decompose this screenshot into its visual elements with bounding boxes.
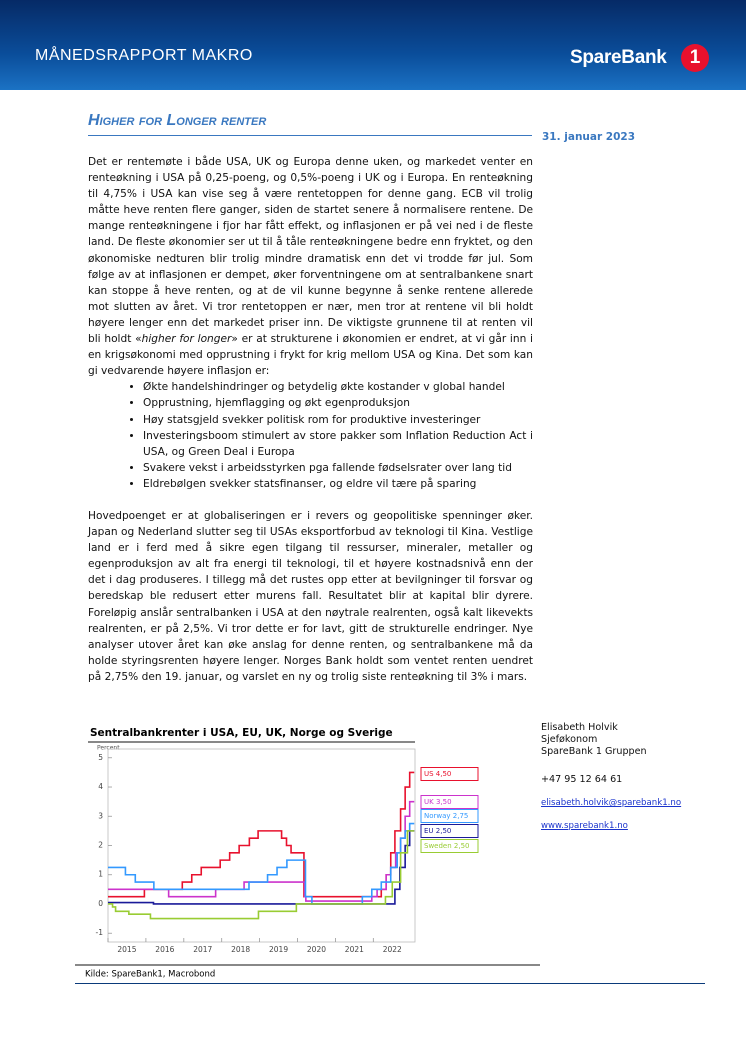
x-tick-label: 2018	[231, 945, 250, 954]
logo-number: 1	[681, 44, 709, 72]
emphasis: higher for longer	[141, 333, 232, 346]
y-tick-label: 1	[98, 870, 103, 879]
x-tick-label: 2017	[193, 945, 212, 954]
intro-paragraph: Det er rentemøte i både USA, UK og Europ…	[88, 154, 533, 379]
y-tick-label: -1	[96, 928, 104, 937]
text: Det er rentemøte i både USA, UK og Europ…	[88, 156, 533, 346]
legend-label: Norway 2,75	[424, 812, 468, 820]
bullet-item: Økte handelshindringer og betydelig økte…	[143, 379, 533, 395]
legend-label: Sweden 2,50	[424, 842, 469, 850]
series-line	[108, 830, 415, 920]
y-tick-label: 0	[98, 899, 103, 908]
legend-box	[420, 824, 479, 838]
legend-label: US 4,50	[424, 770, 451, 778]
bullet-item: Investeringsboom stimulert av store pakk…	[143, 428, 533, 460]
footer-rule	[75, 983, 705, 984]
y-axis-label: Percent	[97, 745, 120, 752]
bullet-item: Opprustning, hjemflagging og økt egenpro…	[143, 395, 533, 411]
series-line	[108, 822, 415, 905]
series-line	[108, 771, 415, 898]
logo-text: SpareBank	[570, 47, 667, 68]
contact-name: Elisabeth Holvik	[541, 722, 618, 733]
legend-box	[420, 795, 479, 809]
legend-label: EU 2,50	[424, 827, 451, 835]
bullet-item: Høy statsgjeld svekker politisk rom for …	[143, 412, 533, 428]
title-rule	[88, 135, 532, 136]
bullet-item: Eldrebølgen svekker statsfinanser, og el…	[143, 476, 533, 492]
x-tick-label: 2022	[383, 945, 402, 954]
paragraph: Hovedpoenget er at globaliseringen er i …	[88, 509, 533, 683]
series-line	[108, 830, 415, 905]
x-tick-label: 2015	[117, 945, 136, 954]
source: Kilde: SpareBank1, Macrobond	[85, 970, 215, 980]
chart-title: Sentralbankrenter i USA, EU, UK, Norge o…	[90, 727, 393, 739]
bullet-list: Økte handelshindringer og betydelig økte…	[88, 379, 533, 492]
x-tick-label: 2019	[269, 945, 288, 954]
chart: Sentralbankrenter i USA, EU, UK, Norge o…	[75, 727, 540, 980]
x-tick-label: 2021	[345, 945, 364, 954]
y-tick-label: 3	[98, 811, 103, 820]
contact-web[interactable]: www.sparebank1.no	[541, 821, 628, 831]
legend-box	[420, 767, 479, 781]
header-bar: MÅNEDSRAPPORT MAKRO SpareBank 1	[0, 0, 746, 90]
article-title: Higher for Longer renter	[88, 112, 267, 129]
contact: Elisabeth Holvik Sjeføkonom SpareBank 1 …	[541, 722, 681, 832]
y-tick-label: 2	[98, 841, 103, 850]
contact-role: Sjeføkonom	[541, 734, 598, 745]
article-date: 31. januar 2023	[542, 131, 636, 143]
y-tick-label: 4	[98, 782, 103, 791]
article-body: Det er rentemøte i både USA, UK og Europ…	[88, 154, 533, 685]
plot-frame	[107, 748, 416, 943]
contact-email[interactable]: elisabeth.holvik@sparebank1.no	[541, 798, 682, 808]
text: » er at strukturene i økonomien er endre…	[88, 333, 533, 378]
y-tick-label: 5	[98, 753, 103, 762]
bullet-item: Svakere vekst i arbeidsstyrken pga falle…	[143, 460, 533, 476]
x-tick-label: 2020	[307, 945, 326, 954]
contact-phone: +47 95 12 64 61	[541, 774, 623, 785]
x-tick-label: 2016	[155, 945, 174, 954]
legend-box	[420, 809, 479, 823]
header-title: MÅNEDSRAPPORT MAKRO	[35, 47, 253, 64]
legend-box	[420, 839, 479, 853]
legend-label: UK 3,50	[424, 798, 452, 806]
contact-organization: SpareBank 1 Gruppen	[541, 746, 647, 757]
